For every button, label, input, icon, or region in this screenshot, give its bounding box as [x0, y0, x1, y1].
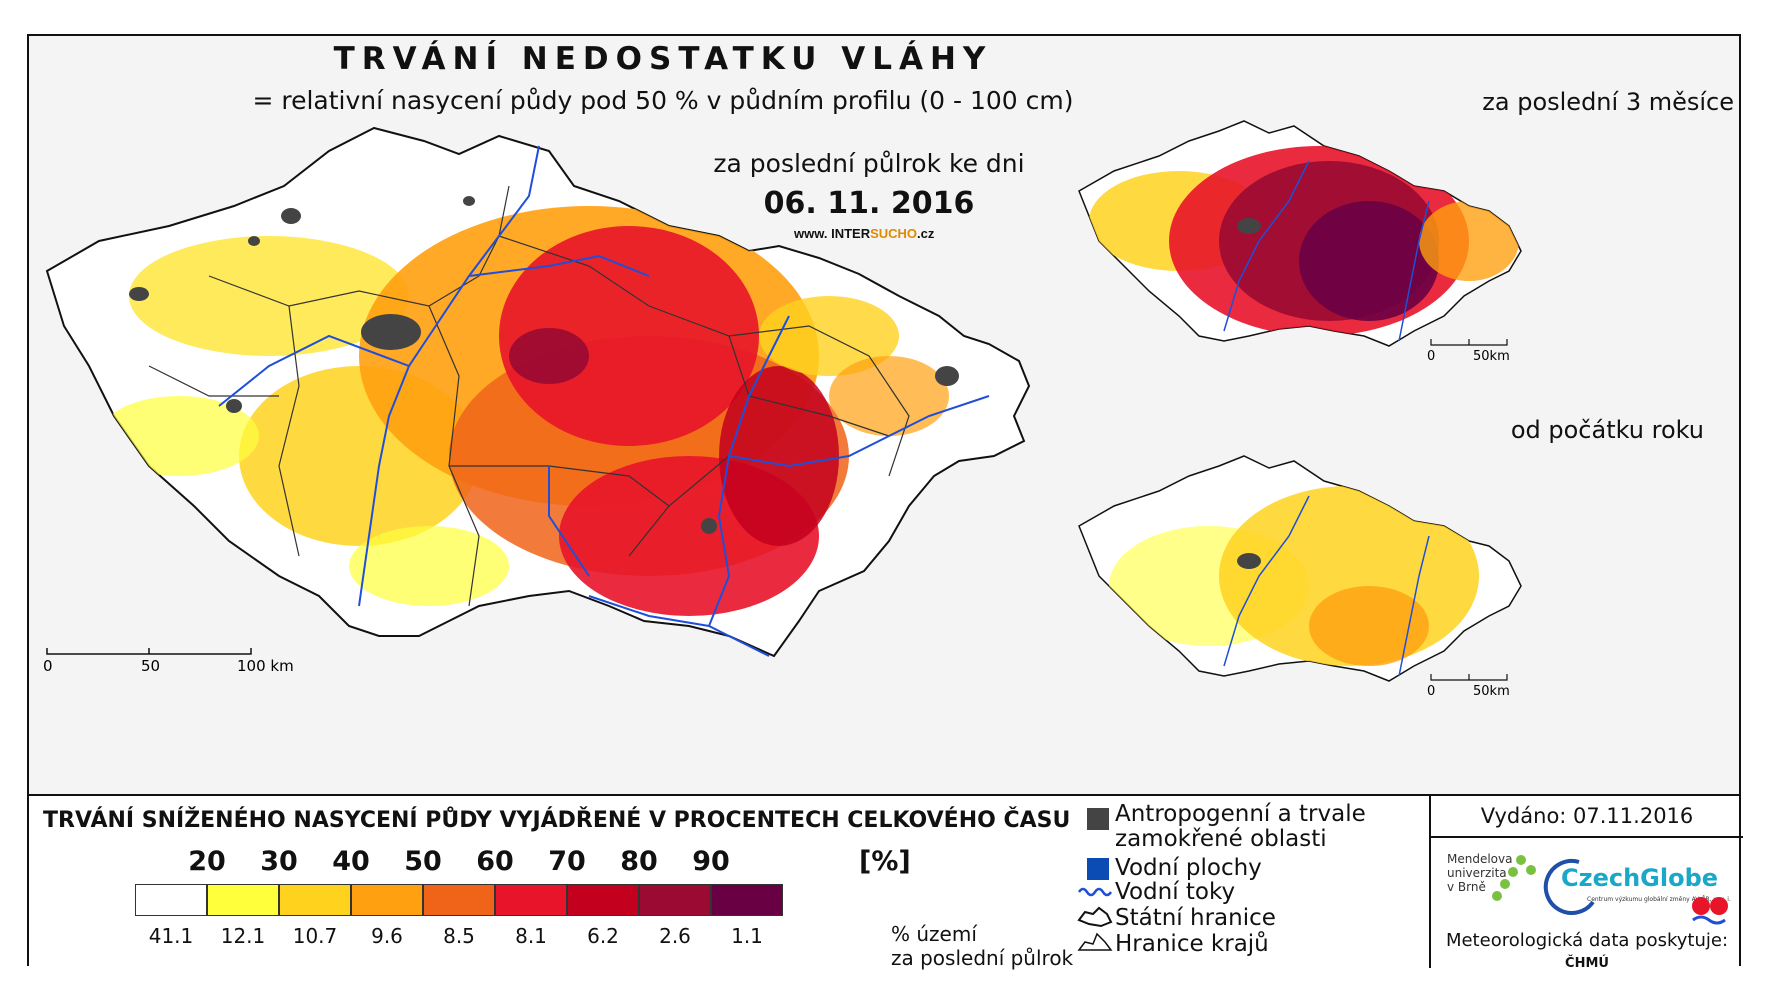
legend-swatch: [279, 884, 351, 916]
period-label: za poslední půlrok ke dni: [713, 149, 1025, 178]
website-prefix: www. INTER: [794, 226, 871, 241]
legend-separator: [1429, 796, 1431, 968]
meteo-text: Meteorologická data poskytuje:: [1445, 930, 1729, 951]
inset-bottom-scalebar-end: 50km: [1473, 684, 1510, 699]
legend-percent: 10.7: [292, 924, 338, 948]
legend-caption-line2: za poslední půlrok: [891, 946, 1074, 970]
anthropogenic-swatch: [1087, 808, 1109, 830]
inset-3-months: [1078, 120, 1522, 347]
legend-percent: 12.1: [220, 924, 266, 948]
inset-bottom-scalebar-zero: 0: [1427, 684, 1435, 699]
mendel-line2: univerzita: [1447, 866, 1507, 880]
map-frame: TRVÁNÍ NEDOSTATKU VLÁHY = relativní nasy…: [27, 34, 1743, 971]
mendel-line3: v Brně: [1447, 880, 1486, 894]
main-scalebar-zero: 0: [43, 657, 53, 675]
key-state-border: Státní hranice: [1115, 905, 1276, 931]
map-subtitle: = relativní nasycení půdy pod 50 % v půd…: [252, 86, 1074, 115]
key-anthropogenic: Antropogenní a trvale zamokřené oblasti: [1115, 802, 1366, 852]
key-anthropogenic-line2: zamokřené oblasti: [1115, 826, 1327, 852]
legend-percent: 41.1: [148, 924, 194, 948]
legend-swatch: [135, 884, 207, 916]
legend-swatch: [351, 884, 423, 916]
legend-swatch: [711, 884, 783, 916]
inset-bottom-scalebar: 0 50km: [1427, 674, 1510, 699]
inset-top-scalebar-zero: 0: [1427, 349, 1435, 364]
chmu-name: ČHMÚ: [1565, 956, 1609, 971]
water-swatch: [1087, 858, 1109, 880]
main-scalebar-mid: 50: [141, 657, 160, 675]
legend-percent: 1.1: [731, 924, 763, 948]
legend-swatch: [207, 884, 279, 916]
czechglobe-logo: CzechGlobe Centrum výzkumu globální změn…: [1539, 856, 1734, 916]
legend-panel: TRVÁNÍ SNÍŽENÉHO NASYCENÍ PŮDY VYJÁDŘENÉ…: [29, 794, 1743, 971]
legend-threshold: 20: [188, 846, 226, 877]
main-map-country: [45, 126, 1031, 658]
czechglobe-arc-icon: [1543, 859, 1595, 915]
legend-unit: [%]: [859, 846, 911, 877]
river-line-icon: [1077, 887, 1113, 897]
legend-threshold: 50: [404, 846, 442, 877]
key-water: Vodní plochy: [1115, 855, 1262, 881]
main-map-rivers: [218, 145, 990, 657]
issued-date: Vydáno: 07.11.2016: [1431, 796, 1743, 838]
legend-swatch: [639, 884, 711, 916]
legend-swatch: [495, 884, 567, 916]
mendel-line1: Mendelova: [1447, 852, 1513, 866]
legend-percent: 2.6: [659, 924, 691, 948]
map-title: TRVÁNÍ NEDOSTATKU VLÁHY: [333, 41, 993, 77]
legend-caption: % území za poslední půlrok: [891, 922, 1073, 970]
legend-threshold: 80: [620, 846, 658, 877]
czechglobe-subtitle: Centrum výzkumu globální změny AV ČR, v.…: [1587, 896, 1731, 903]
website-link[interactable]: www. INTERSUCHO.cz: [794, 226, 934, 241]
legend-caption-line1: % území: [891, 922, 977, 946]
key-anthropogenic-line1: Antropogenní a trvale: [1115, 801, 1366, 827]
mendel-logo: Mendelova univerzita v Brně: [1447, 852, 1536, 901]
website-brand: SUCHO: [870, 226, 918, 241]
region-border-icon: [1077, 932, 1113, 951]
main-scalebar: 0 50 100 km: [43, 648, 294, 675]
legend-percent: 8.5: [443, 924, 475, 948]
mendel-dots-icon: [1492, 855, 1536, 901]
legend-threshold: 90: [692, 846, 730, 877]
czechglobe-name: CzechGlobe: [1561, 864, 1719, 892]
website-suffix: .cz: [917, 226, 935, 241]
legend-threshold: 60: [476, 846, 514, 877]
key-rivers: Vodní toky: [1115, 879, 1236, 905]
map-area: TRVÁNÍ NEDOSTATKU VLÁHY = relativní nasy…: [29, 36, 1739, 794]
inset-bottom-label: od počátku roku: [1510, 416, 1704, 444]
state-border-icon: [1077, 906, 1113, 928]
legend-swatch: [423, 884, 495, 916]
meteo-credit: Meteorologická data poskytuje: ČHMÚ: [1431, 930, 1743, 972]
legend-threshold: 40: [332, 846, 370, 877]
main-map-region-borders: [148, 185, 910, 607]
date-label: 06. 11. 2016: [763, 186, 975, 221]
chmu-logo-icon: [1692, 897, 1728, 925]
key-region-border: Hranice krajů: [1115, 931, 1269, 957]
legend-threshold: 30: [260, 846, 298, 877]
main-scalebar-end: 100 km: [237, 657, 294, 675]
inset-top-scalebar: 0 50km: [1427, 339, 1510, 364]
legend-threshold: 70: [548, 846, 586, 877]
legend-title: TRVÁNÍ SNÍŽENÉHO NASYCENÍ PŮDY VYJÁDŘENÉ…: [43, 808, 1071, 833]
legend-percent: 6.2: [587, 924, 619, 948]
legend-percent: 9.6: [371, 924, 403, 948]
inset-top-label: za poslední 3 měsíce: [1482, 88, 1734, 116]
legend-swatch: [567, 884, 639, 916]
main-map: 0 50 100 km: [43, 120, 1522, 699]
main-map-anthropogenic: [129, 196, 959, 534]
inset-year: [1078, 455, 1522, 682]
inset-top-scalebar-end: 50km: [1473, 349, 1510, 364]
legend-percent: 8.1: [515, 924, 547, 948]
